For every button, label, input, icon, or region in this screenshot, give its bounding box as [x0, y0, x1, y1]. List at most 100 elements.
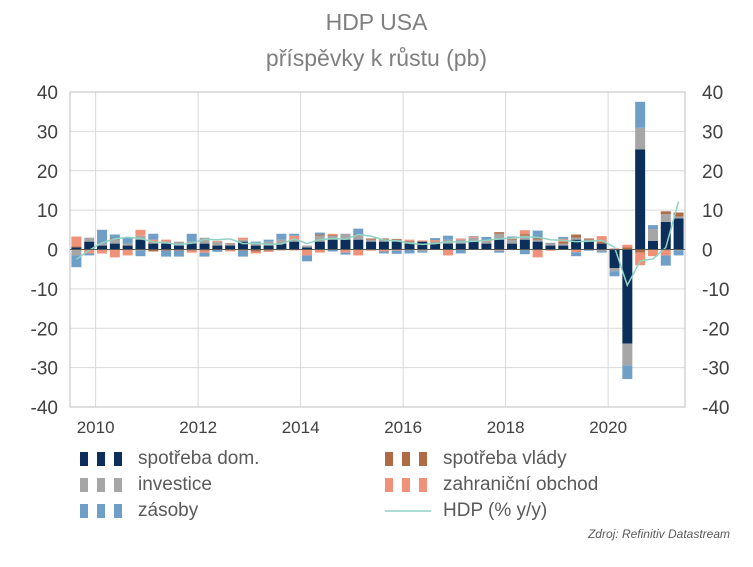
- y-tick-label-right: 40: [702, 83, 723, 104]
- bar-segment: [494, 239, 505, 250]
- bar-segment: [609, 268, 620, 272]
- bar-segment: [109, 249, 120, 258]
- bar-segment: [391, 249, 402, 251]
- bar-segment: [635, 127, 646, 150]
- legend-item: spotřeba vlády: [385, 448, 567, 470]
- bar-segment: [673, 212, 684, 217]
- bar-segment: [519, 230, 530, 235]
- bar-segment: [622, 249, 633, 344]
- bar-segment: [148, 249, 159, 252]
- bar-segment: [609, 249, 620, 269]
- bar-segment: [596, 236, 607, 243]
- bar-segment: [558, 241, 569, 244]
- bar-segment: [161, 250, 172, 257]
- bar-segment: [430, 238, 441, 241]
- bar-segment: [237, 249, 248, 251]
- bar-segment: [186, 249, 197, 251]
- bar-segment: [430, 243, 441, 250]
- bar-segment: [84, 241, 95, 250]
- bar-segment: [481, 243, 492, 250]
- bar-segment: [135, 235, 146, 240]
- legend-swatch: [385, 451, 427, 466]
- bar-segment: [122, 249, 133, 256]
- bar-segment: [148, 239, 159, 242]
- bar-segment: [109, 239, 120, 244]
- legend-item: zahraniční obchod: [385, 474, 598, 496]
- bar-segment: [353, 249, 364, 256]
- y-tick-label-right: -40: [702, 398, 729, 419]
- bar-segment: [558, 245, 569, 250]
- legend-item: investice: [80, 474, 212, 496]
- bar-segment: [417, 249, 428, 252]
- bar-segment: [430, 240, 441, 242]
- bar-segment: [237, 250, 248, 257]
- bar-segment: [583, 238, 594, 240]
- bar-segment: [404, 239, 415, 241]
- bar-segment: [237, 237, 248, 240]
- legend-item: spotřeba dom.: [80, 448, 259, 470]
- y-tick-label-left: -20: [31, 319, 58, 340]
- x-tick-label: 2010: [77, 418, 115, 437]
- bar-segment: [225, 243, 236, 246]
- bar-segment: [122, 237, 133, 244]
- bar-segment: [404, 243, 415, 250]
- bar-segment: [250, 245, 261, 250]
- bar-segment: [161, 249, 172, 251]
- bar-segment: [571, 239, 582, 250]
- bar-segment: [237, 239, 248, 242]
- bar-segment: [212, 245, 223, 250]
- bar-segment: [532, 239, 543, 242]
- x-tick-label: 2012: [179, 418, 217, 437]
- bar-segment: [225, 245, 236, 250]
- bar-segment: [558, 236, 569, 239]
- bar-segment: [455, 249, 466, 254]
- bar-segment: [263, 241, 274, 246]
- bar-segment: [353, 228, 364, 235]
- bar-segment: [276, 243, 287, 250]
- bar-segment: [302, 255, 313, 262]
- bar-segment: [430, 241, 441, 244]
- bar-segment: [494, 233, 505, 240]
- y-tick-label-right: 30: [702, 122, 723, 143]
- bar-segment: [186, 243, 197, 250]
- bar-segment: [494, 249, 505, 251]
- bar-segment: [148, 243, 159, 250]
- bar-segment: [135, 250, 146, 257]
- x-tick-label: 2014: [282, 418, 320, 437]
- bar-segment: [391, 241, 402, 250]
- legend-swatch: [80, 503, 122, 518]
- bar-segment: [173, 249, 184, 251]
- chart-subtitle: příspěvky k růstu (pb): [265, 45, 488, 71]
- bar-segment: [417, 251, 428, 253]
- bar-segment: [481, 236, 492, 241]
- bar-segment: [327, 239, 338, 250]
- y-tick-label-right: 0: [702, 241, 713, 262]
- legend-swatch: [80, 451, 122, 466]
- bar-segment: [314, 249, 325, 253]
- bar-segment: [340, 233, 351, 240]
- bar-segment: [532, 241, 543, 250]
- bar-segment: [609, 271, 620, 277]
- bar-segment: [250, 249, 261, 252]
- bar-segment: [532, 230, 543, 239]
- bar-segment: [647, 240, 658, 250]
- bar-segment: [84, 237, 95, 242]
- bar-segment: [635, 101, 646, 128]
- bar-segment: [97, 249, 108, 254]
- bar-segment: [173, 245, 184, 250]
- legend-label: investice: [138, 474, 212, 495]
- bar-segment: [673, 250, 684, 256]
- bar-segment: [596, 243, 607, 250]
- bar-segment: [558, 243, 569, 246]
- y-tick-label-left: -40: [31, 398, 58, 419]
- bar-segment: [468, 236, 479, 238]
- bar-segment: [378, 249, 389, 252]
- bar-segment: [596, 242, 607, 244]
- bar-segment: [532, 249, 543, 258]
- bar-segment: [314, 234, 325, 236]
- bar-segment: [417, 241, 428, 250]
- bar-segment: [378, 241, 389, 250]
- bar-segment: [660, 255, 671, 266]
- bar-segment: [225, 249, 236, 252]
- bar-segment: [622, 365, 633, 380]
